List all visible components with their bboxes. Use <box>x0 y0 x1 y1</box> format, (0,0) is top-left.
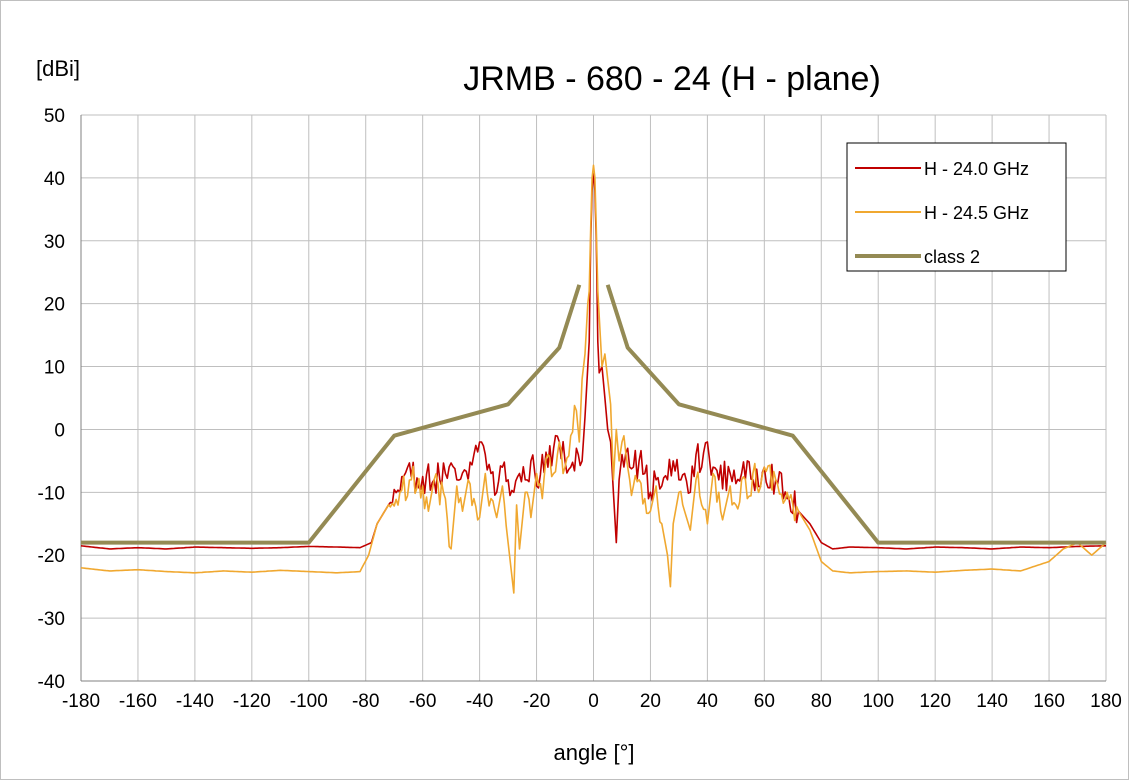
x-tick-label: -140 <box>176 691 214 712</box>
y-tick-label: -30 <box>38 609 65 630</box>
y-tick-label: -10 <box>38 483 65 504</box>
x-tick-label: -160 <box>119 691 157 712</box>
x-tick-label: 40 <box>697 691 718 712</box>
y-tick-label: -40 <box>38 672 65 693</box>
x-tick-label: 60 <box>754 691 775 712</box>
x-axis-label: angle [°] <box>554 740 635 765</box>
x-tick-label: -60 <box>409 691 436 712</box>
x-tick-label: -120 <box>233 691 271 712</box>
x-tick-label: -80 <box>352 691 379 712</box>
x-tick-label: 180 <box>1090 691 1122 712</box>
x-tick-label: 120 <box>919 691 951 712</box>
x-tick-label: -180 <box>62 691 100 712</box>
x-tick-label: -40 <box>466 691 493 712</box>
x-tick-label: 0 <box>588 691 599 712</box>
y-tick-label: 20 <box>44 295 65 316</box>
x-tick-label: 140 <box>976 691 1008 712</box>
y-tick-label: 30 <box>44 232 65 253</box>
x-tick-label: -20 <box>523 691 550 712</box>
y-tick-label: 40 <box>44 169 65 190</box>
legend-label-h-24-0-ghz: H - 24.0 GHz <box>924 159 1029 179</box>
y-tick-label: 0 <box>54 420 65 441</box>
chart-title: JRMB - 680 - 24 (H - plane) <box>463 60 881 98</box>
legend-label-h-24-5-ghz: H - 24.5 GHz <box>924 203 1029 223</box>
legend-label-class-2: class 2 <box>924 247 980 267</box>
x-tick-label: 20 <box>640 691 661 712</box>
x-tick-label: -100 <box>290 691 328 712</box>
x-tick-label: 80 <box>811 691 832 712</box>
x-tick-label: 160 <box>1033 691 1065 712</box>
y-tick-label: 50 <box>44 106 65 127</box>
legend: H - 24.0 GHz H - 24.5 GHz class 2 <box>847 143 1066 271</box>
y-tick-label: 10 <box>44 358 65 379</box>
y-tick-label: -20 <box>38 546 65 567</box>
y-axis-label: [dBi] <box>36 56 80 81</box>
x-tick-label: 100 <box>862 691 894 712</box>
